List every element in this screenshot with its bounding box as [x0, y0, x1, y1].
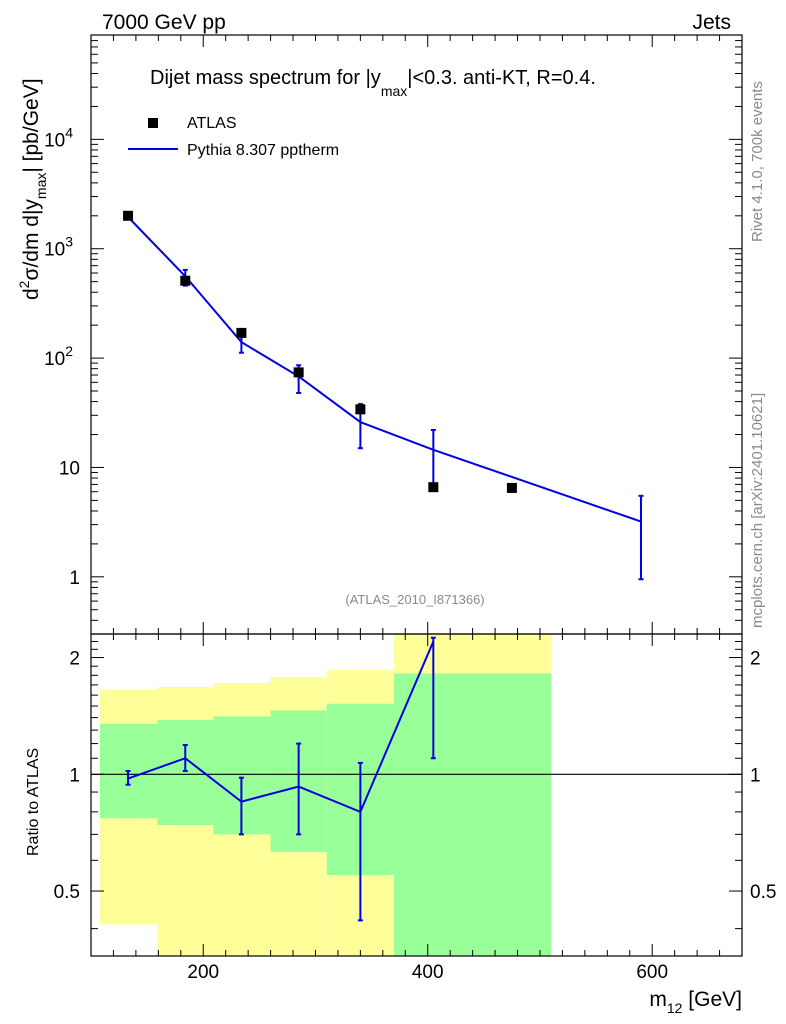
- main-mc-line: [127, 216, 642, 523]
- legend-atlas-label: ATLAS: [187, 115, 237, 132]
- legend-atlas-marker: [148, 118, 158, 128]
- atlas-data-point: [506, 482, 517, 493]
- main-y-tick-label: 1: [69, 568, 80, 589]
- analysis-id: (ATLAS_2010_I871366): [345, 592, 484, 607]
- legend-mc-label: Pythia 8.307 pptherm: [187, 142, 339, 159]
- ratio-y-tick-label-left: 1: [69, 765, 80, 786]
- ratio-mc-line: [127, 641, 435, 814]
- chart-title: Dijet mass spectrum for |ymax|<0.3. anti…: [150, 67, 596, 99]
- atlas-data-point: [293, 367, 304, 378]
- header-process-label: Jets: [692, 11, 731, 34]
- atlas-data-point: [236, 327, 247, 338]
- x-tick-label: 400: [412, 962, 444, 983]
- atlas-data-point: [180, 275, 191, 286]
- atlas-data-point: [355, 404, 366, 415]
- ratio-series: [125, 636, 436, 922]
- ratio-y-axis-label: Ratio to ATLAS: [25, 748, 42, 856]
- x-tick-label: 600: [636, 962, 668, 983]
- ratio-y-tick-label-left: 2: [69, 649, 80, 670]
- main-y-tick-label: 104: [44, 124, 73, 151]
- atlas-data-point: [428, 482, 439, 493]
- legend: ATLAS Pythia 8.307 pptherm: [128, 115, 339, 159]
- rivet-version-label: Rivet 4.1.0, 700k events: [749, 81, 766, 242]
- ratio-y-tick-label-right: 2: [750, 649, 761, 670]
- ratio-y-tick-label-right: 1: [750, 765, 761, 786]
- axes: 200 400 600 1 10 102 103 104 0.5 0.5 1 1 2 2: [44, 34, 776, 983]
- main-series: [123, 210, 644, 581]
- ratio-band-inner-5: [394, 673, 552, 956]
- header-energy-label: 7000 GeV pp: [102, 11, 226, 34]
- main-y-tick-label: 103: [44, 234, 73, 261]
- mcplots-label: mcplots.cern.ch [arXiv:2401.10621]: [749, 393, 766, 628]
- ratio-panel-frame: [90, 633, 743, 957]
- ratio-y-tick-label-left: 0.5: [54, 882, 80, 903]
- main-y-tick-label: 102: [44, 343, 73, 370]
- atlas-data-point: [123, 210, 134, 221]
- x-tick-label: 200: [187, 962, 219, 983]
- main-y-tick-label: 10: [59, 458, 80, 479]
- ratio-y-tick-label-right: 0.5: [750, 882, 776, 903]
- x-axis-label: m12 [GeV]: [649, 988, 742, 1016]
- main-y-axis-label: d2σ/dm d|ymax| [pb/GeV]: [16, 78, 49, 300]
